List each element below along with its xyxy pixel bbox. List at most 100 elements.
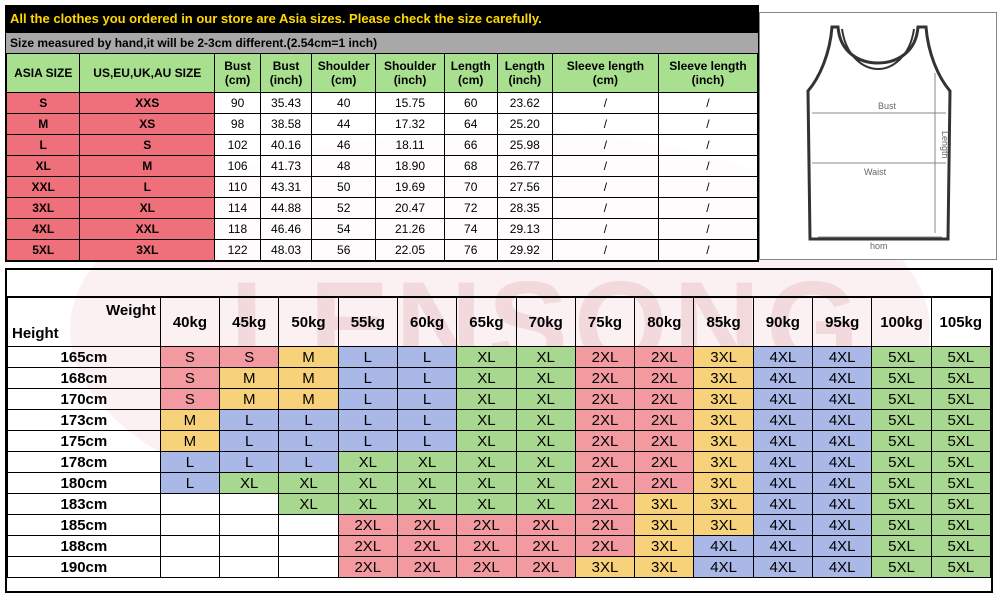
measurement-cell: / (657, 218, 759, 240)
asia-size-cell: XL (5, 155, 81, 177)
recommended-size-cell: 2XL (574, 409, 636, 431)
size-row: M XS 98 38.58 44 17.32 64 25.20// (5, 113, 759, 135)
us-size-cell: XXL (79, 218, 216, 240)
recommended-size-cell: 5XL (930, 514, 992, 536)
recommended-size-cell: L (278, 430, 339, 452)
measurement-cell: 76 (443, 239, 498, 261)
recommended-size-cell: XL (278, 493, 339, 515)
recommended-size-cell: 2XL (634, 388, 695, 410)
recommended-size-cell: 3XL (693, 514, 754, 536)
recommended-size-cell: 5XL (930, 493, 992, 515)
recommended-size-cell: XL (456, 409, 517, 431)
size-header-cell: Length (cm) (443, 53, 498, 93)
measurement-cell: / (657, 92, 759, 114)
recommended-size-cell: 2XL (456, 556, 517, 578)
height-row: 173cm M L L L L XL XL 2XL 2XL 3XL 4XL 4XL 5XL 5XL (7, 409, 992, 431)
recommended-size-cell: S (159, 367, 221, 389)
size-row: XXL L 110 43.31 50 19.69 70 27.56// (5, 176, 759, 198)
recommended-size-cell (219, 514, 280, 536)
measurement-cell: / (657, 134, 759, 156)
asia-size-cell: 3XL (5, 197, 81, 219)
recommended-size-cell: 5XL (871, 514, 932, 536)
size-chart-top: All the clothes you ordered in our store… (5, 5, 759, 262)
size-row: 3XL XL 114 44.88 52 20.47 72 28.35// (5, 197, 759, 219)
measurement-cell: 26.77 (496, 155, 553, 177)
recommended-size-cell (278, 535, 339, 557)
recommended-size-cell: M (278, 346, 339, 368)
recommended-size-cell: 4XL (752, 367, 814, 389)
recommended-size-cell: 3XL (634, 514, 695, 536)
recommended-size-cell: S (159, 388, 221, 410)
us-size-cell: 3XL (79, 239, 216, 261)
weight-header-cell: 85kg (693, 297, 754, 347)
measurement-cell: 40 (311, 92, 377, 114)
recommended-size-cell: L (278, 409, 339, 431)
measurement-cell: 98 (214, 113, 262, 135)
measurement-cell: 64 (443, 113, 498, 135)
recommended-size-cell: XL (515, 493, 576, 515)
recommended-size-cell: 4XL (752, 346, 814, 368)
height-cell: 178cm (7, 451, 161, 473)
size-row: L S 102 40.16 46 18.11 66 25.98// (5, 134, 759, 156)
height-row: 168cm S M M L L XL XL 2XL 2XL 3XL 4XL 4XL 5XL 5XL (7, 367, 992, 389)
recommended-size-cell: 2XL (515, 514, 576, 536)
recommended-size-cell: XL (396, 493, 458, 515)
recommended-size-cell: M (219, 388, 280, 410)
recommended-size-cell: 2XL (574, 367, 636, 389)
recommended-size-cell: 4XL (812, 472, 873, 494)
recommended-size-cell (159, 493, 221, 515)
measurement-cell: 18.90 (375, 155, 445, 177)
measurement-cell: 52 (311, 197, 377, 219)
measurement-cell: 44.88 (260, 197, 313, 219)
measurement-cell: 114 (214, 197, 262, 219)
recommended-size-cell: 2XL (574, 493, 636, 515)
height-row: 188cm 2XL 2XL 2XL 2XL 2XL 3XL 4XL 4XL 4XL 5XL 5XL (7, 535, 992, 557)
height-cell: 185cm (7, 514, 161, 536)
recommended-size-cell: 4XL (752, 451, 814, 473)
recommended-size-cell: 5XL (930, 556, 992, 578)
recommended-size-cell: 3XL (693, 493, 754, 515)
recommended-size-cell: XL (456, 430, 517, 452)
recommended-size-cell: 3XL (693, 367, 754, 389)
height-row: 165cm S S M L L XL XL 2XL 2XL 3XL 4XL 4XL 5XL 5XL (7, 346, 992, 368)
measurement-cell: 110 (214, 176, 262, 198)
weight-header-cell: 55kg (337, 297, 398, 347)
recommended-size-cell: 2XL (634, 346, 695, 368)
recommended-size-cell: 5XL (871, 535, 932, 557)
recommended-size-cell: M (278, 388, 339, 410)
measurement-cell: 44 (311, 113, 377, 135)
recommended-size-cell: 3XL (574, 556, 636, 578)
measurement-cell: 40.16 (260, 134, 313, 156)
weight-header-cell: 80kg (634, 297, 695, 347)
height-cell: 190cm (7, 556, 161, 578)
recommended-size-cell: M (278, 367, 339, 389)
recommended-size-cell: 3XL (693, 388, 754, 410)
recommended-size-cell: 2XL (515, 535, 576, 557)
measurement-cell: 41.73 (260, 155, 313, 177)
height-cell: 168cm (7, 367, 161, 389)
size-header-cell: Bust (cm) (214, 53, 262, 93)
recommended-size-cell: 5XL (871, 451, 932, 473)
recommended-size-cell (159, 556, 221, 578)
recommended-size-cell: 2XL (574, 388, 636, 410)
recommended-size-cell: 4XL (812, 430, 873, 452)
recommended-size-cell: 5XL (871, 409, 932, 431)
recommended-size-cell: L (219, 430, 280, 452)
measurement-cell: / (551, 239, 659, 261)
measurement-cell: 43.31 (260, 176, 313, 198)
measurement-cell: 22.05 (375, 239, 445, 261)
recommended-size-cell: 4XL (752, 535, 814, 557)
recommended-size-cell: XL (515, 472, 576, 494)
recommended-size-cell: 4XL (752, 514, 814, 536)
recommended-size-cell: XL (515, 388, 576, 410)
recommended-size-cell: 4XL (812, 388, 873, 410)
measurement-cell: 68 (443, 155, 498, 177)
recommended-size-cell: 5XL (930, 388, 992, 410)
measurement-cell: / (551, 92, 659, 114)
recommended-size-cell: XL (456, 388, 517, 410)
recommended-size-cell: M (159, 409, 221, 431)
size-measurement-table: ASIA SIZE US,EU,UK,AU SIZE Bust (cm) Bust (… (5, 53, 759, 261)
size-row: XL M 106 41.73 48 18.90 68 26.77// (5, 155, 759, 177)
asia-size-cell: 4XL (5, 218, 81, 240)
recommended-size-cell: L (337, 367, 398, 389)
